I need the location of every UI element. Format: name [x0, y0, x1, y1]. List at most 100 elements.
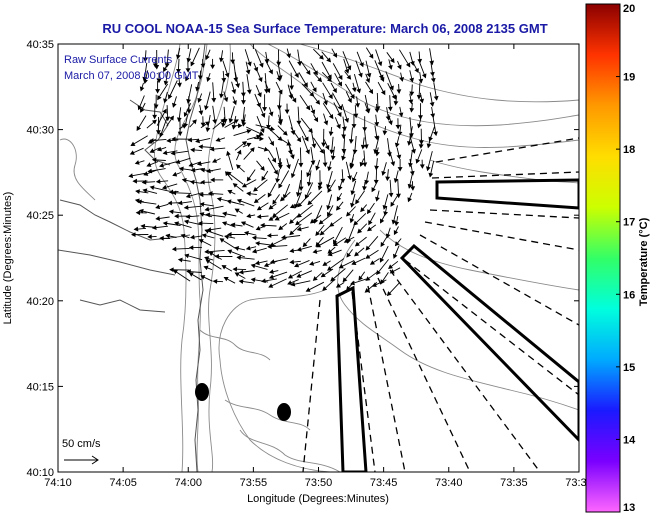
current-vector-head [275, 178, 281, 184]
current-vector-head [358, 72, 363, 78]
current-vector-head [205, 54, 210, 61]
current-vector-head [188, 272, 194, 277]
current-vector-head [390, 57, 395, 64]
current-vector-head [128, 173, 134, 179]
current-vector-head [142, 188, 148, 194]
current-vector-head [159, 132, 164, 138]
current-vector-head [214, 253, 219, 259]
current-vector-head [240, 221, 247, 226]
current-vector-head [246, 129, 252, 134]
current-vector-head [162, 108, 167, 114]
current-vector-head [296, 120, 302, 126]
current-vector-head [430, 77, 436, 83]
current-vector-head [268, 216, 274, 221]
current-vector-head [181, 177, 187, 183]
current-vector-head [172, 171, 178, 177]
current-vector-head [330, 155, 336, 161]
current-vector-head [332, 88, 337, 94]
current-vector-head [221, 122, 226, 128]
current-vector-head [190, 167, 196, 173]
current-vector-head [273, 169, 278, 175]
current-vector-head [291, 97, 297, 103]
current-vector-head [200, 179, 205, 185]
current-vector-head [295, 220, 301, 226]
current-vector-head [223, 97, 229, 103]
map-layers [58, 44, 579, 472]
current-vector-head [388, 120, 393, 126]
current-vector-head [391, 94, 397, 100]
colorbar-tick-label: 17 [623, 217, 635, 229]
current-vector-head [365, 276, 371, 281]
current-vector-head [241, 183, 247, 188]
current-vector-head [330, 276, 336, 282]
current-vector-head [385, 176, 391, 182]
current-vector-head [388, 64, 393, 70]
current-vector-head [198, 110, 204, 116]
current-vector-head [140, 223, 146, 229]
scale-arrow [64, 455, 99, 465]
current-vector-head [326, 57, 332, 63]
current-vector-head [347, 97, 352, 104]
current-vector-head [295, 192, 301, 198]
current-vector-head [289, 248, 295, 254]
current-vector-head [289, 230, 295, 236]
current-vector-head [337, 81, 342, 87]
current-vector-head [134, 160, 140, 165]
current-vector-head [138, 208, 144, 214]
current-vector-head [205, 127, 211, 133]
current-vector-head [313, 70, 318, 76]
x-tick-label: 74:10 [44, 477, 72, 489]
current-vector-head [282, 130, 288, 136]
current-vector-head [418, 144, 424, 149]
current-vector-head [195, 138, 201, 144]
current-vector-head [375, 196, 380, 202]
colorbar [585, 3, 621, 513]
current-vector-head [258, 131, 264, 136]
current-vector-head [232, 183, 238, 188]
current-vector-head [230, 59, 236, 65]
current-vector-head [338, 74, 343, 81]
current-vector-head [151, 119, 157, 125]
current-vector-head [227, 189, 233, 195]
current-vector-head [254, 260, 260, 266]
current-vector-head [322, 162, 328, 168]
x-tick-label: 73:35 [500, 477, 528, 489]
x-axis-label: Longitude (Degrees:Minutes) [247, 493, 389, 505]
current-vector-head [227, 249, 233, 254]
current-vector-head [389, 85, 394, 91]
current-vector-head [354, 241, 360, 247]
current-vector-head [338, 263, 344, 269]
current-vector-head [387, 106, 393, 112]
current-vector-head [418, 115, 423, 120]
current-vector-head [312, 249, 318, 254]
current-vector-head [241, 100, 246, 105]
current-vector-head [318, 54, 324, 60]
current-vector-head [327, 77, 332, 82]
current-vector-head [141, 179, 147, 185]
current-vector-head [407, 141, 412, 146]
current-vector-head [305, 149, 310, 155]
current-vector-head [374, 121, 380, 127]
current-vector-head [309, 218, 315, 224]
current-vector-head [365, 77, 371, 84]
current-vector-head [243, 230, 249, 236]
current-vector-head [346, 252, 352, 258]
current-vector-head [374, 165, 379, 171]
current-vector-head [188, 162, 194, 167]
current-vector-head [259, 62, 264, 68]
current-vector-head [296, 226, 302, 232]
current-vector-head [137, 199, 142, 205]
current-vector-head [280, 234, 286, 240]
current-vector-head [391, 219, 397, 225]
current-vector-head [326, 184, 331, 190]
current-vector-head [171, 136, 176, 142]
current-vector-head [362, 127, 368, 132]
x-tick-label: 73:40 [435, 477, 463, 489]
current-vector-head [259, 136, 264, 142]
current-vector-head [169, 115, 174, 121]
current-vector-head [346, 74, 352, 80]
current-vector-head [322, 286, 328, 291]
current-vector-head [238, 279, 244, 285]
current-vector-head [296, 246, 302, 252]
